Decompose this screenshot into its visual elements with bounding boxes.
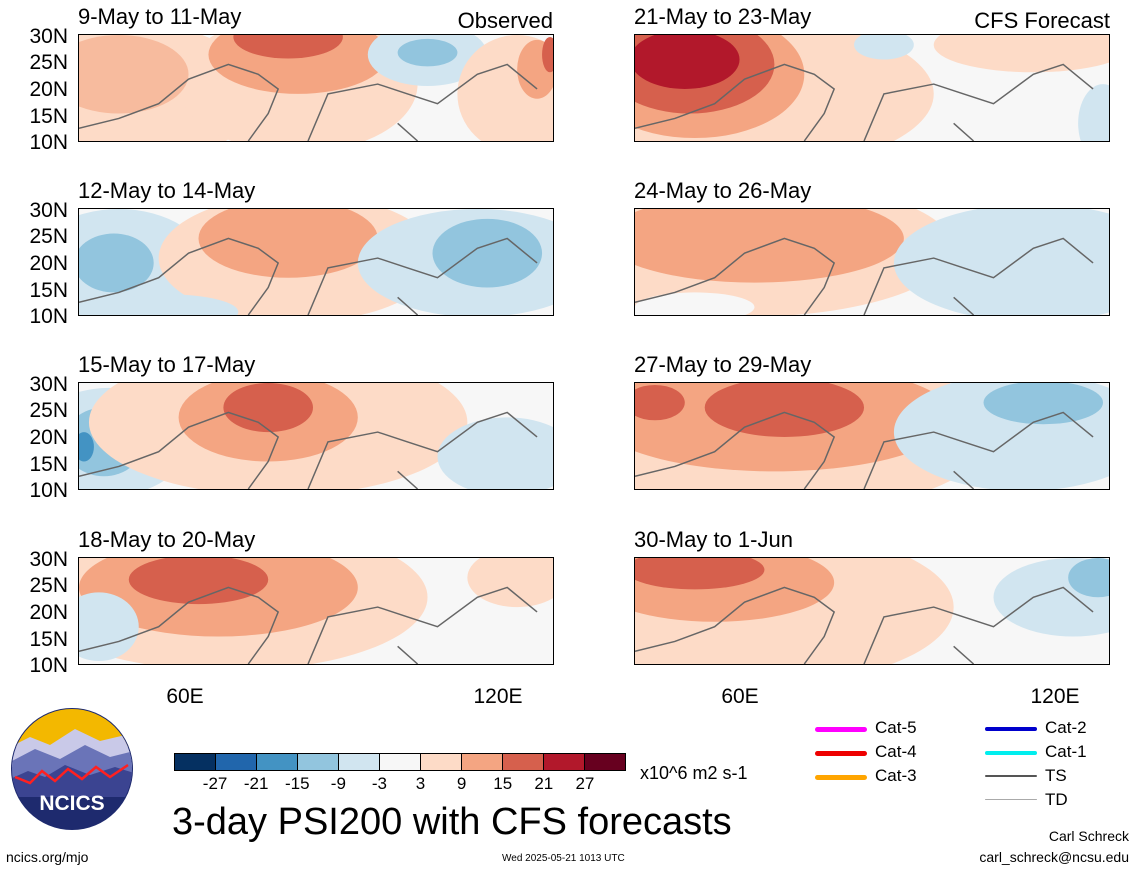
colorbar-swatch xyxy=(175,754,216,770)
panel-title-left-4: 18-May to 20-May xyxy=(78,527,256,552)
map-panel-right-4 xyxy=(634,557,1110,665)
colorbar-swatch xyxy=(216,754,257,770)
colorbar-swatch xyxy=(421,754,462,770)
colorbar-tick-label: 15 xyxy=(493,774,513,793)
lat-label: 25N xyxy=(29,225,68,248)
colorbar-tick-label: 3 xyxy=(415,774,426,793)
legend-label: Cat-5 xyxy=(875,718,917,737)
colorbar-swatch xyxy=(380,754,421,770)
legend-label: Cat-4 xyxy=(875,742,917,761)
lon-label-right-120e: 120E xyxy=(1030,685,1080,708)
lat-label: 25N xyxy=(29,574,68,597)
colorbar-tick-label: -3 xyxy=(371,774,388,793)
colorbar-tick-label: -9 xyxy=(330,774,346,793)
legend-label: Cat-2 xyxy=(1045,718,1087,737)
panel-title-right-2: 24-May to 26-May xyxy=(634,178,812,203)
legend-swatch xyxy=(985,799,1037,800)
observed-label: Observed xyxy=(457,8,553,33)
psi-field-map xyxy=(79,558,553,664)
psi-field-map xyxy=(635,558,1109,664)
lat-label: 10N xyxy=(29,131,68,154)
legend-swatch xyxy=(815,751,867,756)
lon-label-left-120e: 120E xyxy=(473,685,523,708)
lat-label: 20N xyxy=(29,78,68,101)
psi-field-map xyxy=(79,383,553,489)
legend-label: Cat-1 xyxy=(1045,742,1087,761)
map-panel-left-3 xyxy=(78,382,554,490)
colorbar-tick-label: 21 xyxy=(534,774,554,793)
footer-timestamp: Wed 2025-05-21 1013 UTC xyxy=(502,853,625,864)
legend-label: Cat-3 xyxy=(875,766,917,785)
lat-label: 30N xyxy=(29,199,68,222)
colorbar-swatch xyxy=(503,754,544,770)
legend-swatch xyxy=(985,751,1037,755)
lat-label: 25N xyxy=(29,51,68,74)
psi-field-map xyxy=(635,209,1109,315)
lat-label: 20N xyxy=(29,426,68,449)
legend-swatch xyxy=(985,775,1037,777)
psi-field-map xyxy=(635,383,1109,489)
lat-label: 30N xyxy=(29,373,68,396)
logo-text: NCICS xyxy=(39,792,104,815)
map-panel-left-4 xyxy=(78,557,554,665)
footer-link[interactable]: ncics.org/mjo xyxy=(6,849,89,865)
colorbar-swatch xyxy=(257,754,298,770)
psi-field-map xyxy=(635,35,1109,141)
lat-label: 15N xyxy=(29,453,68,476)
lat-label: 10N xyxy=(29,305,68,328)
colorbar-swatch xyxy=(544,754,585,770)
main-title: 3-day PSI200 with CFS forecasts xyxy=(172,801,732,843)
colorbar-swatch xyxy=(298,754,339,770)
forecast-label: CFS Forecast xyxy=(974,8,1110,33)
legend-label: TD xyxy=(1045,790,1068,809)
psi-field-map xyxy=(79,35,553,141)
lat-label: 20N xyxy=(29,601,68,624)
colorbar-tick-label: 27 xyxy=(575,774,595,793)
psi-field-map xyxy=(79,209,553,315)
lat-label: 15N xyxy=(29,105,68,128)
lat-label: 10N xyxy=(29,479,68,502)
lat-label: 30N xyxy=(29,548,68,571)
colorbar-swatch xyxy=(339,754,380,770)
panel-title-left-1: 9-May to 11-May xyxy=(78,4,242,29)
legend-swatch xyxy=(815,775,867,780)
lon-label-right-60e: 60E xyxy=(721,685,759,708)
colorbar-units: x10^6 m2 s-1 xyxy=(640,763,748,783)
panel-title-left-3: 15-May to 17-May xyxy=(78,352,256,377)
lat-label: 30N xyxy=(29,25,68,48)
lat-label: 25N xyxy=(29,399,68,422)
colorbar-tick-label: -15 xyxy=(284,774,310,793)
panel-title-left-2: 12-May to 14-May xyxy=(78,178,256,203)
panel-title-right-4: 30-May to 1-Jun xyxy=(634,527,793,552)
colorbar-tick-label: -21 xyxy=(243,774,269,793)
colorbar-swatch xyxy=(585,754,625,770)
map-panel-right-2 xyxy=(634,208,1110,316)
lon-label-left-60e: 60E xyxy=(166,685,204,708)
panel-title-right-1: 21-May to 23-May xyxy=(634,4,812,29)
author-name: Carl Schreck xyxy=(1048,828,1129,844)
map-panel-left-1 xyxy=(78,34,554,142)
legend-swatch xyxy=(985,727,1037,731)
legend-label: TS xyxy=(1045,766,1067,785)
ncics-logo: NCICS xyxy=(10,707,134,831)
map-panel-left-2 xyxy=(78,208,554,316)
lat-label: 15N xyxy=(29,628,68,651)
legend-swatch xyxy=(815,727,867,732)
map-panel-right-1 xyxy=(634,34,1110,142)
lat-label: 20N xyxy=(29,252,68,275)
colorbar-swatch xyxy=(462,754,503,770)
lat-label: 15N xyxy=(29,279,68,302)
map-panel-right-3 xyxy=(634,382,1110,490)
lat-label: 10N xyxy=(29,654,68,677)
colorbar xyxy=(174,753,626,771)
colorbar-tick-label: 9 xyxy=(456,774,467,793)
author-email[interactable]: carl_schreck@ncsu.edu xyxy=(979,849,1129,865)
panel-title-right-3: 27-May to 29-May xyxy=(634,352,812,377)
colorbar-tick-label: -27 xyxy=(202,774,228,793)
